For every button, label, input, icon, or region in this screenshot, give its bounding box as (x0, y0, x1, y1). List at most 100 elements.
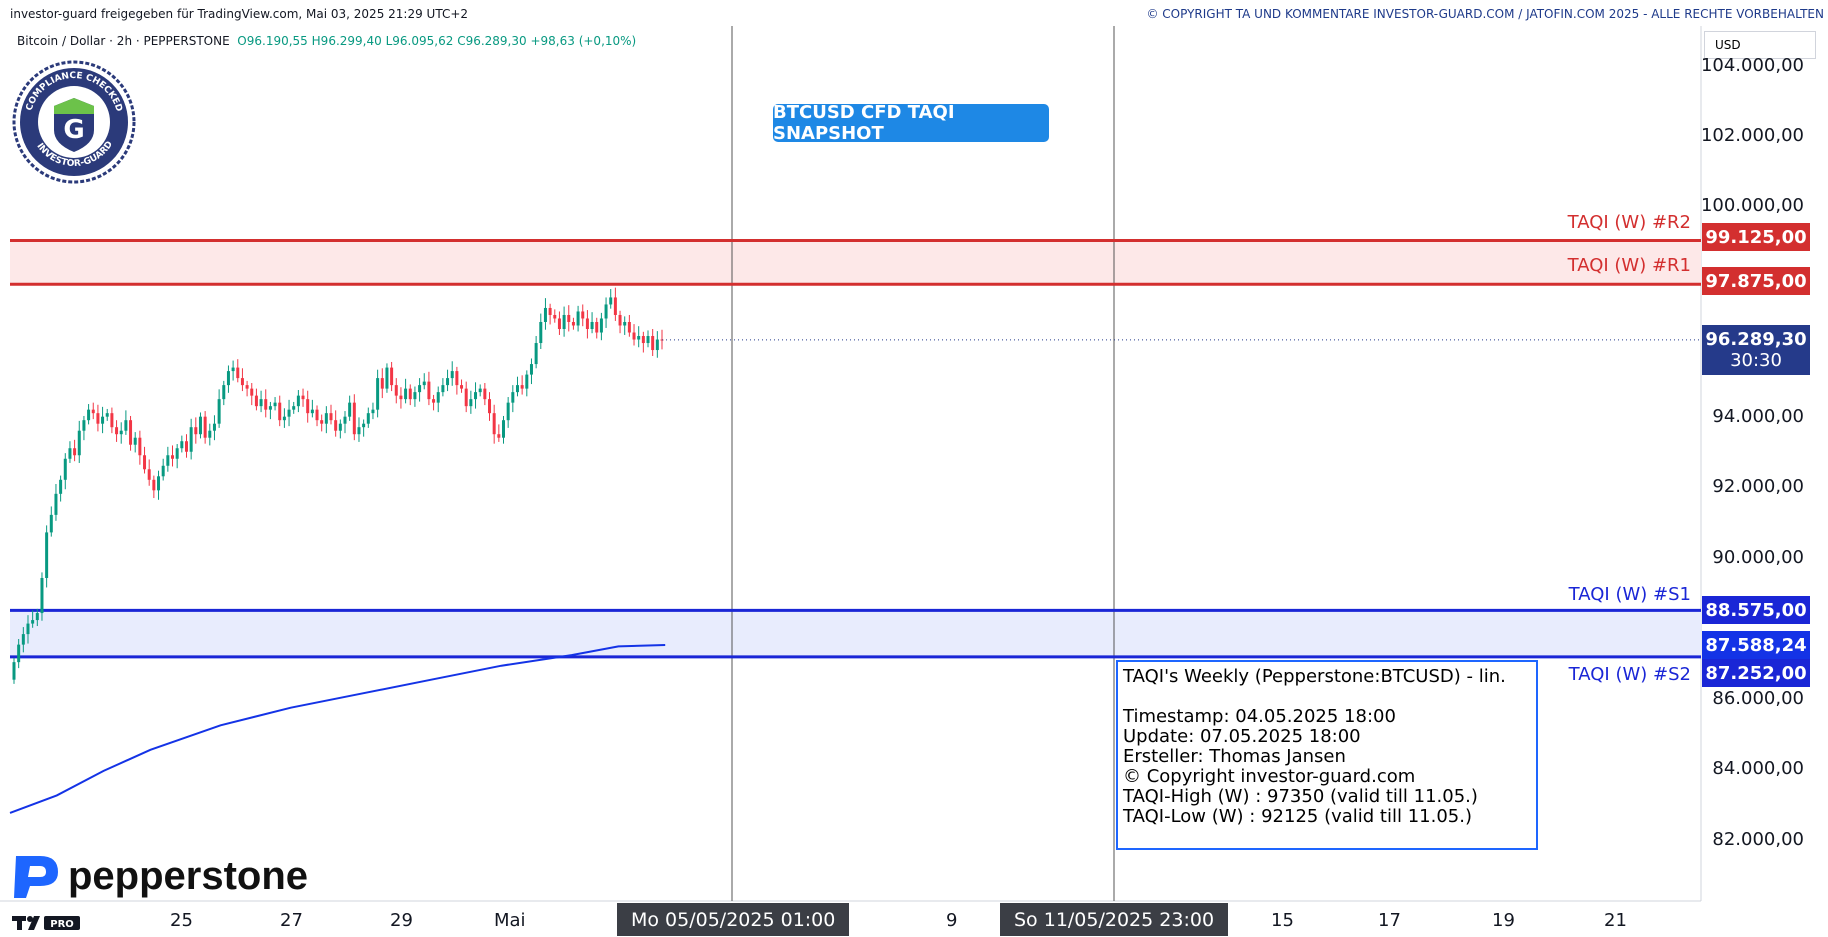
info-timestamp: Timestamp: 04.05.2025 18:00 (1123, 706, 1396, 727)
current-price-box: 96.289,30 30:30 (1702, 325, 1810, 375)
candle-body (394, 385, 398, 396)
candle-body (245, 385, 249, 389)
candle-body (553, 314, 557, 319)
candle-body (483, 388, 487, 400)
x-tick-label: 19 (1492, 910, 1515, 931)
candle-body (198, 416, 202, 435)
candle-body (12, 662, 16, 680)
candle-body (618, 314, 622, 326)
candle-body (119, 430, 123, 435)
candle-body (590, 321, 594, 330)
candle-body (68, 448, 72, 459)
badge-letter: G (63, 115, 84, 145)
candle-body (492, 413, 496, 435)
candle-body (250, 388, 254, 396)
top-bar: investor-guard freigegeben für TradingVi… (0, 0, 1828, 26)
candle-body (539, 321, 543, 344)
candle-body (651, 336, 655, 351)
y-tick-label: 94.000,00 (1712, 406, 1804, 427)
info-title: TAQI's Weekly (Pepperstone:BTCUSD) - lin… (1123, 666, 1506, 687)
candle-body (226, 371, 230, 386)
snapshot-label-button[interactable]: BTCUSD CFD TAQI SNAPSHOT (773, 102, 1049, 144)
open-value: O96.190,55 (237, 34, 308, 48)
candle-body (133, 437, 137, 445)
candle-body (306, 399, 310, 414)
low-value: L96.095,62 (385, 34, 454, 48)
candle-body (17, 644, 21, 663)
candle-body (334, 420, 338, 431)
candle-body (264, 399, 268, 410)
candle-body (543, 307, 547, 322)
price-box-r2: 99.125,00 (1702, 223, 1810, 251)
candle-body (129, 420, 133, 445)
candle-body (49, 514, 53, 533)
candle-body (604, 304, 608, 319)
candle-body (254, 395, 258, 407)
pepperstone-logo: pepperstone (10, 852, 308, 900)
candle-body (571, 321, 575, 326)
x-tick-label: Mai (494, 910, 526, 931)
candle-body (357, 427, 361, 435)
candle-body (441, 385, 445, 393)
candle-body (63, 458, 67, 480)
candle-body (525, 374, 529, 389)
y-tick-label: 84.000,00 (1712, 758, 1804, 779)
candle-body (59, 479, 63, 494)
symbol-name: Bitcoin / Dollar · 2h · PEPPERSTONE (17, 34, 230, 48)
candle-body (366, 413, 370, 424)
candle-body (474, 392, 478, 400)
candle-body (371, 409, 375, 414)
ohlc-legend: Bitcoin / Dollar · 2h · PEPPERSTONE O96.… (17, 34, 636, 48)
candle-body (161, 465, 165, 477)
candle-body (534, 343, 538, 365)
candle-body (194, 427, 198, 435)
candle-body (567, 314, 571, 322)
candle-body (101, 416, 105, 424)
x-tick-label: 25 (170, 910, 193, 931)
candle-body (436, 392, 440, 403)
candle-body (446, 378, 450, 386)
candle-body (115, 427, 119, 435)
x-tick-label: 21 (1604, 910, 1627, 931)
y-tick-label: 102.000,00 (1700, 125, 1804, 146)
x-crosshair-tag: Mo 05/05/2025 01:00 (617, 903, 850, 936)
info-high: TAQI-High (W) : 97350 (valid till 11.05.… (1123, 786, 1478, 807)
candle-body (203, 416, 207, 438)
close-value: C96.289,30 (457, 34, 527, 48)
current-price: 96.289,30 (1705, 329, 1807, 350)
candle-body (315, 409, 319, 421)
candle-body (54, 493, 58, 515)
candle-body (641, 336, 645, 344)
candle-body (184, 441, 188, 452)
candle-body (501, 420, 505, 438)
copyright-text: © COPYRIGHT TA UND KOMMENTARE INVESTOR-G… (1146, 7, 1824, 21)
candle-body (595, 321, 599, 333)
resistance-zone (10, 240, 1701, 285)
x-crosshair-tag: So 11/05/2025 23:00 (1000, 903, 1229, 936)
candle-body (208, 430, 212, 438)
candle-body (292, 406, 296, 410)
tradingview-logo[interactable]: PRO (12, 914, 82, 936)
candle-body (450, 371, 454, 379)
pepperstone-p-icon (14, 856, 58, 898)
y-tick-label: 104.000,00 (1700, 55, 1804, 76)
price-box-s2: 87.252,00 (1702, 659, 1810, 687)
candle-body (171, 455, 175, 459)
level-label-r2: TAQI (W) #R2 (1567, 212, 1691, 233)
candle-body (408, 388, 412, 400)
moving-average-line (9, 644, 666, 814)
currency-label[interactable]: USD (1704, 31, 1816, 59)
candle-body (343, 416, 347, 424)
svg-text:PRO: PRO (50, 919, 74, 930)
info-low: TAQI-Low (W) : 92125 (valid till 11.05.) (1123, 806, 1472, 827)
y-tick-label: 86.000,00 (1712, 688, 1804, 709)
candle-body (236, 367, 240, 379)
candle-body (152, 479, 156, 491)
candle-body (627, 321, 631, 333)
candle-body (231, 367, 235, 372)
level-label-s1: TAQI (W) #S1 (1568, 584, 1691, 605)
level-label-r1: TAQI (W) #R1 (1567, 255, 1691, 276)
info-update: Update: 07.05.2025 18:00 (1123, 726, 1361, 747)
candle-body (189, 427, 193, 452)
